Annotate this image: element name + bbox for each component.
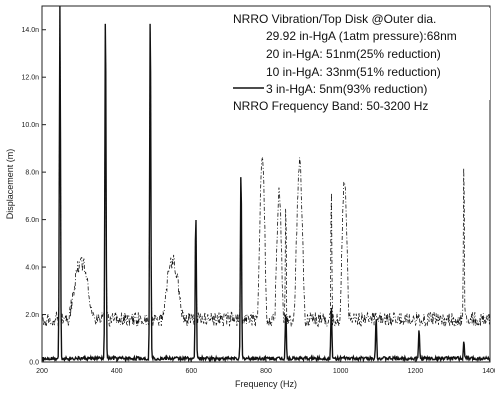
legend-background bbox=[226, 8, 490, 100]
y-tick-label: 12.0n bbox=[21, 75, 39, 82]
legend-entry-10: 10 in-HgA: 33nm(51% reduction) bbox=[266, 65, 441, 79]
x-tick-label: 800 bbox=[260, 368, 272, 375]
x-tick-label: 600 bbox=[185, 368, 197, 375]
y-tick-label: 6.0n bbox=[25, 217, 39, 224]
y-tick-label: 0.0 bbox=[29, 360, 39, 367]
y-tick-label: 14.0n bbox=[21, 27, 39, 34]
y-tick-label: 2.0n bbox=[25, 312, 39, 319]
legend: NRRO Vibration/Top Disk @Outer dia. 29.9… bbox=[226, 8, 490, 113]
legend-entry-3: 3 in-HgA: 5nm(93% reduction) bbox=[266, 82, 427, 96]
y-tick-label: 8.0n bbox=[25, 170, 39, 177]
y-tick-label: 4.0n bbox=[25, 265, 39, 272]
y-axis-label: Displacement (m) bbox=[5, 149, 15, 220]
y-tick-label: 10.0n bbox=[21, 122, 39, 129]
x-tick-label: 1200 bbox=[408, 368, 424, 375]
legend-title: NRRO Vibration/Top Disk @Outer dia. bbox=[233, 12, 436, 26]
legend-entry-29-92: 29.92 in-HgA (1atm pressure):68nm bbox=[266, 29, 457, 43]
x-tick-label: 400 bbox=[111, 368, 123, 375]
legend-band: NRRO Frequency Band: 50-3200 Hz bbox=[233, 99, 428, 113]
series-line-dash-dot bbox=[41, 5, 491, 328]
x-tick-label: 200 bbox=[36, 368, 48, 375]
x-axis-label: Frequency (Hz) bbox=[235, 379, 297, 389]
legend-entry-20: 20 in-HgA: 51nm(25% reduction) bbox=[266, 47, 441, 61]
x-tick-label: 1000 bbox=[333, 368, 349, 375]
